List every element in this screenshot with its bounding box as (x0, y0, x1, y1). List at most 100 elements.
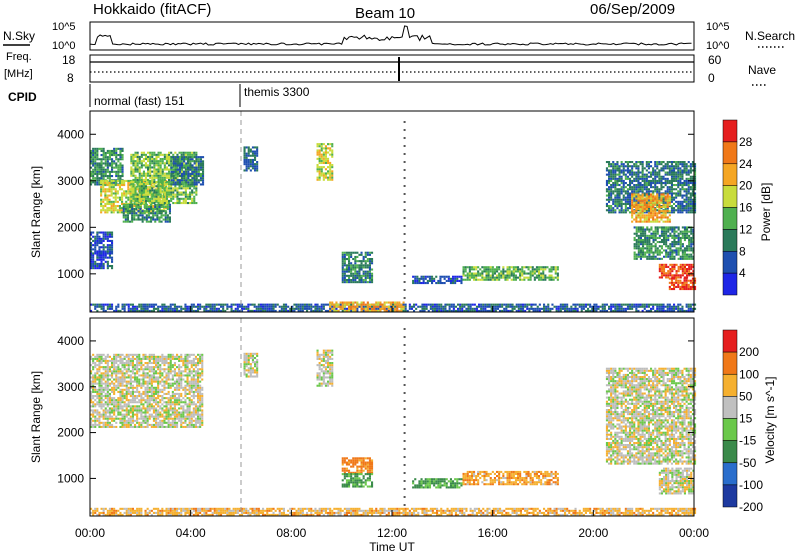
scatter-cell (642, 228, 645, 231)
nsky-tick-high: 10^5 (52, 21, 76, 33)
scatter-cell (511, 305, 514, 308)
scatter-cell (360, 276, 363, 279)
scatter-cell (637, 165, 640, 168)
scatter-cell (150, 184, 153, 187)
scatter-cell (685, 177, 688, 180)
scatter-cell (163, 186, 166, 189)
scatter-cell (553, 305, 556, 308)
scatter-cell (660, 218, 663, 221)
scatter-cell (249, 169, 252, 172)
scatter-cell (197, 166, 200, 169)
scatter-cell (629, 196, 632, 199)
scatter-cell (354, 309, 357, 312)
scatter-cell (276, 303, 279, 306)
scatter-cell (94, 151, 97, 154)
scatter-cell (193, 170, 196, 173)
scatter-cell (168, 187, 171, 190)
scatter-cell (679, 281, 682, 284)
scatter-cell (422, 277, 425, 280)
scatter-cell (679, 245, 682, 248)
scatter-cell (442, 307, 445, 310)
scatter-cell (673, 303, 676, 306)
scatter-cell (130, 168, 133, 171)
scatter-cell (176, 179, 179, 182)
scatter-cell (112, 186, 115, 189)
scatter-cell (645, 188, 648, 191)
scatter-cell (618, 175, 621, 178)
scatter-cell (189, 187, 192, 190)
scatter-cell (662, 200, 665, 203)
scatter-cell (178, 193, 181, 196)
scatter-cell (251, 161, 254, 164)
scatter-cell (193, 181, 196, 184)
scatter-cell (98, 168, 101, 171)
scatter-cell (614, 186, 617, 189)
scatter-cell (691, 209, 694, 212)
scatter-cell (184, 168, 187, 171)
scatter-cell (172, 164, 175, 167)
scatter-cell (447, 277, 450, 280)
scatter-cell (429, 305, 432, 308)
scatter-cell (150, 208, 153, 211)
scatter-cell (656, 161, 659, 164)
scatter-cell (652, 232, 655, 235)
scatter-cell (514, 266, 517, 269)
scatter-cell (690, 272, 693, 275)
scatter-cell (130, 199, 133, 202)
scatter-cell (622, 190, 625, 193)
scatter-cell (673, 175, 676, 178)
scatter-cell (117, 164, 120, 167)
scatter-cell (268, 305, 271, 308)
scatter-cell (142, 202, 145, 205)
scatter-cell (186, 307, 189, 310)
scatter-cell (243, 161, 246, 164)
scatter-cell (166, 218, 169, 221)
scatter-cell (664, 177, 667, 180)
scatter-cell (247, 158, 250, 161)
scatter-cell (108, 158, 111, 161)
scatter-cell (254, 150, 257, 153)
scatter-cell (639, 303, 642, 306)
scatter-cell (170, 195, 173, 198)
scatter-cell (529, 278, 532, 281)
scatter-cell (458, 279, 461, 282)
scatter-cell (132, 162, 135, 165)
scatter-cell (150, 220, 153, 223)
scatter-cell (205, 307, 208, 310)
scatter-cell (157, 170, 160, 173)
scatter-cell (664, 197, 667, 200)
scatter-cell (527, 266, 530, 269)
scatter-cell (117, 175, 120, 178)
scatter-cell (612, 161, 615, 164)
scatter-cell (184, 187, 187, 190)
scatter-cell (119, 309, 122, 312)
scatter-cell (362, 309, 365, 312)
scatter-cell (189, 164, 192, 167)
scatter-cell (178, 164, 181, 167)
scatter-cell (658, 270, 661, 273)
scatter-cell (124, 208, 127, 211)
scatter-cell (163, 158, 166, 161)
scatter-cell (681, 175, 684, 178)
scatter-cell (104, 162, 107, 165)
scatter-cell (527, 276, 530, 279)
scatter-cell (654, 218, 657, 221)
scatter-cell (96, 149, 99, 152)
scatter-cell (94, 168, 97, 171)
scatter-cell (643, 167, 646, 170)
scatter-cell (134, 170, 137, 173)
scatter-cell (675, 200, 678, 203)
scatter-cell (464, 270, 467, 273)
scatter-cell (643, 307, 646, 310)
scatter-cell (100, 168, 103, 171)
scatter-cell (96, 309, 99, 312)
scatter-cell (677, 202, 680, 205)
scatter-cell (688, 270, 691, 273)
scatter-cell (681, 200, 684, 203)
scatter-cell (675, 243, 678, 246)
scatter-cell (168, 164, 171, 167)
scatter-cell (608, 211, 611, 214)
scatter-cell (122, 205, 125, 208)
scatter-cell (324, 153, 327, 156)
scatter-cell (149, 183, 152, 186)
